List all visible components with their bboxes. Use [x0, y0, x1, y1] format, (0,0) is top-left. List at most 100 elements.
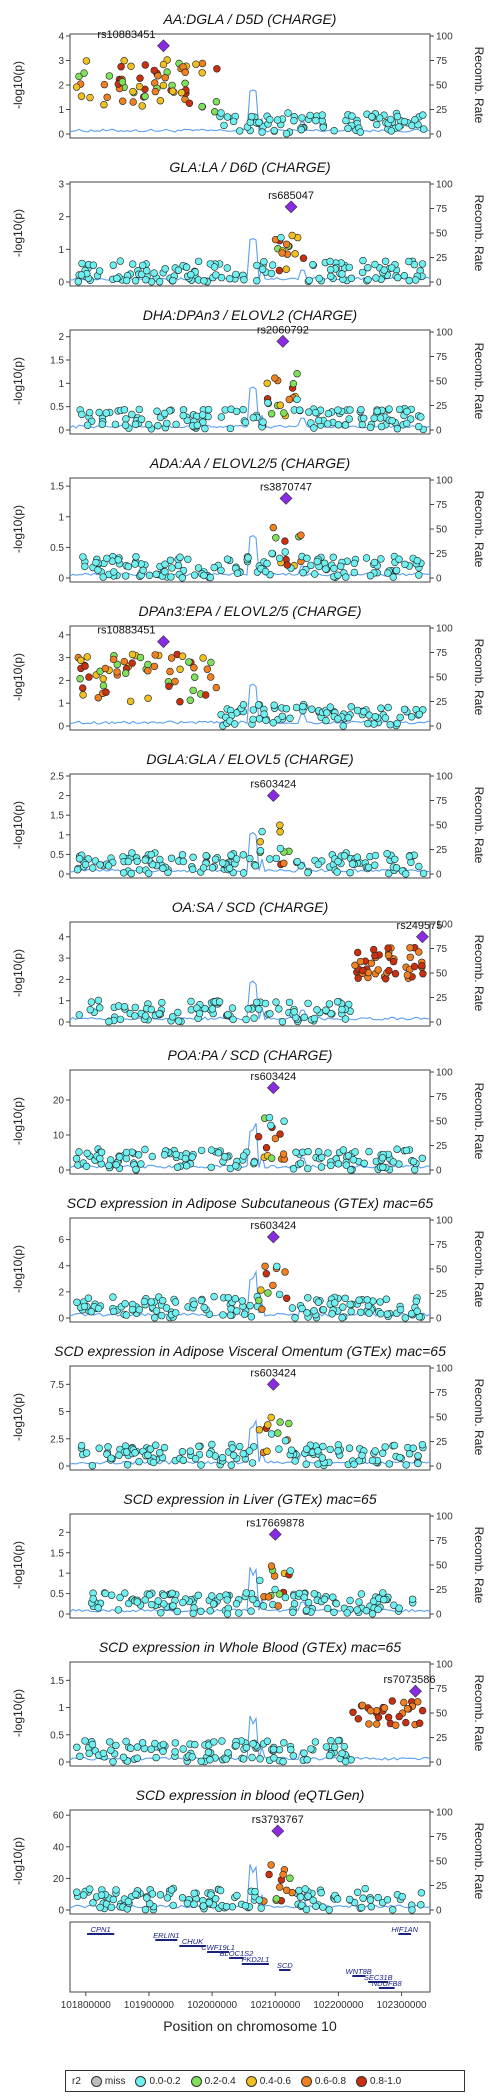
y-tick-label: 2	[58, 81, 64, 92]
snp-point	[268, 1154, 276, 1162]
y-tick-label: 0	[58, 574, 64, 585]
snp-point	[80, 69, 88, 77]
y2-tick-label: 25	[436, 1289, 448, 1300]
snp-point	[107, 1454, 115, 1462]
snp-point	[398, 1892, 406, 1901]
snp-point	[169, 1602, 177, 1610]
snp-point	[112, 1886, 120, 1894]
panel-svg: GLA:LA / D6D (CHARGE) 0 1 2 3 -log10(p) 0 25 50 7…	[11, 159, 486, 289]
y2-tick-label: 100	[436, 920, 453, 931]
legend-label: 0.2-0.4	[204, 2075, 236, 2087]
snp-point	[206, 1756, 214, 1764]
snp-point	[76, 1752, 84, 1761]
snp-point	[356, 957, 365, 966]
snp-point	[201, 424, 209, 433]
snp-point	[371, 951, 379, 960]
snp-point	[406, 944, 414, 952]
snp-point	[129, 98, 137, 106]
snp-point	[150, 66, 159, 75]
lead-snp-marker	[279, 491, 293, 505]
snp-point	[258, 128, 266, 136]
snp-point	[300, 1749, 308, 1757]
y2-tick-label: 50	[436, 1857, 448, 1868]
lead-snp-label: rs10883451	[97, 29, 155, 41]
snp-point	[324, 1149, 332, 1157]
snp-point	[331, 1299, 339, 1307]
snp-point	[128, 1305, 137, 1314]
snp-point	[239, 851, 248, 859]
snp-point	[391, 969, 400, 978]
lead-snp-marker	[284, 200, 298, 214]
snp-point	[297, 125, 305, 134]
y2-tick-label: 100	[436, 328, 453, 339]
snp-point	[382, 975, 390, 983]
y2-axis-label: Recomb. Rate	[472, 1083, 486, 1160]
snp-point	[388, 264, 396, 272]
snp-point	[146, 1899, 154, 1908]
snp-point	[366, 1896, 375, 1904]
snp-point	[373, 120, 381, 129]
snp-point	[223, 555, 232, 563]
snp-point	[268, 549, 276, 558]
snp-point	[238, 1297, 247, 1305]
panel-svg: SCD expression in blood (eQTLGen) 0 20 40 60…	[11, 1787, 486, 1917]
snp-point	[133, 1598, 142, 1606]
snp-point	[92, 558, 100, 567]
snp-point	[101, 1589, 110, 1598]
snp-point	[274, 1429, 282, 1437]
snp-point	[156, 1891, 165, 1899]
snp-point	[162, 1304, 171, 1312]
snp-point	[82, 1162, 91, 1171]
snp-point	[266, 1010, 274, 1018]
snp-point	[85, 673, 93, 681]
snp-point	[354, 948, 362, 957]
y2-axis-label: Recomb. Rate	[472, 1823, 486, 1900]
snp-point	[349, 1708, 357, 1717]
lead-snp-marker	[271, 1824, 285, 1838]
snp-point	[182, 1162, 191, 1170]
snp-point	[281, 1268, 289, 1276]
snp-point	[354, 1715, 362, 1723]
snp-point	[407, 713, 416, 721]
snp-point	[273, 1262, 281, 1271]
snp-point	[109, 655, 118, 664]
x-axis-title: Position on chromosome 10	[163, 2018, 337, 2034]
snp-point	[253, 998, 261, 1007]
snp-point	[177, 88, 186, 97]
snp-point	[302, 1905, 311, 1914]
snp-point	[233, 569, 242, 578]
snp-point	[178, 574, 187, 582]
snp-point	[364, 863, 373, 872]
snp-point	[355, 1598, 363, 1606]
y-tick-label: 0	[58, 130, 64, 141]
snp-point	[338, 1749, 346, 1758]
snp-point	[267, 1121, 275, 1130]
snp-point	[79, 553, 87, 561]
y-tick-label: 2.5	[50, 772, 64, 783]
y-tick-label: 2.5	[50, 1434, 64, 1445]
lead-snp-label: rs10883451	[97, 625, 155, 637]
snp-point	[249, 413, 258, 422]
snp-point	[314, 416, 323, 425]
snp-point	[300, 1593, 308, 1602]
snp-point	[391, 855, 399, 864]
snp-point	[187, 997, 195, 1006]
snp-point	[256, 846, 265, 855]
y-tick-label: 1	[58, 699, 64, 710]
y2-axis-label: Recomb. Rate	[472, 639, 486, 716]
legend-swatch	[300, 2075, 312, 2087]
snp-point	[276, 1883, 284, 1891]
snp-point	[228, 1444, 237, 1452]
snp-point	[322, 565, 330, 573]
snp-point	[327, 1009, 335, 1018]
snp-point	[154, 1597, 162, 1605]
snp-point	[272, 534, 280, 542]
snp-point	[127, 869, 136, 878]
y-tick-label: 2	[58, 332, 64, 343]
snp-point	[221, 1153, 229, 1161]
y-tick-label: 2	[58, 975, 64, 986]
plot-frame	[69, 329, 431, 435]
snp-point	[340, 852, 349, 860]
snp-point	[113, 274, 121, 283]
snp-point	[135, 866, 144, 874]
